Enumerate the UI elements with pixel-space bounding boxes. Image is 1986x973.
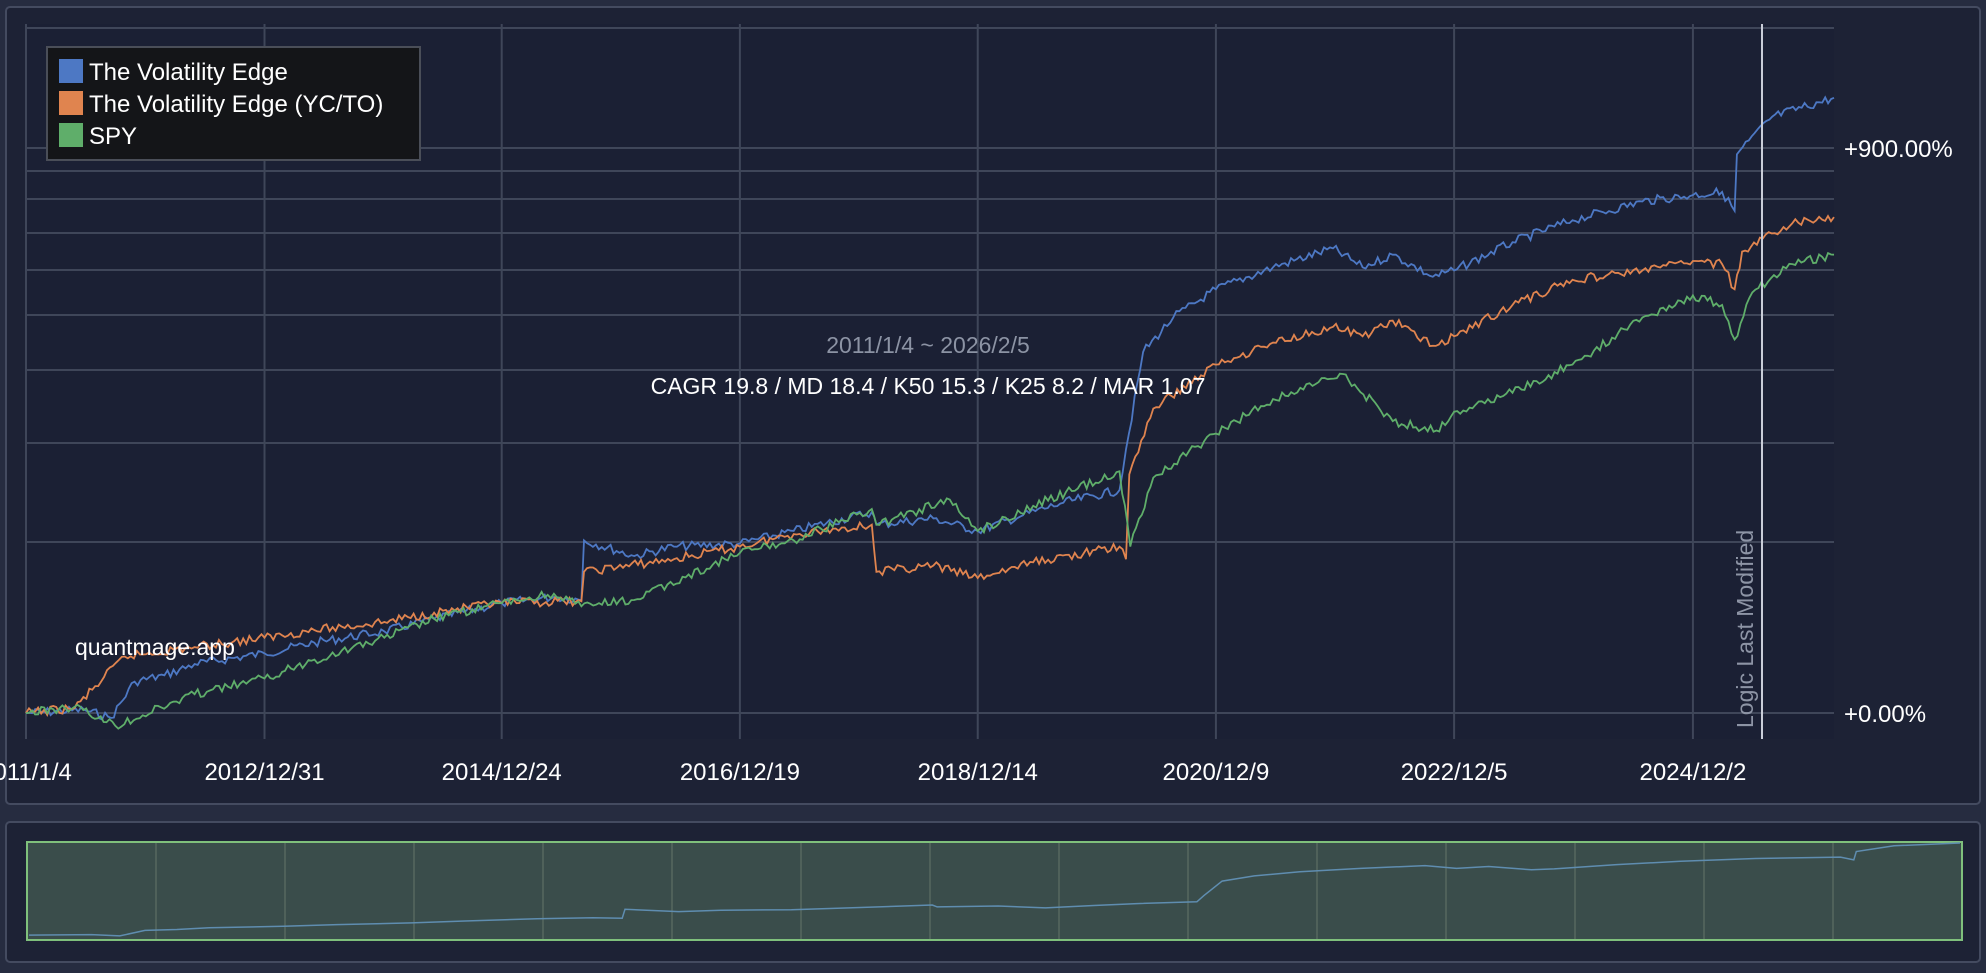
x-tick-label: 2016/12/19 [680,759,800,786]
date-range-label: 2011/1/4 ~ 2026/2/5 [826,332,1030,358]
legend-swatch [59,91,83,115]
logic-marker-label: Logic Last Modified [1732,530,1758,728]
legend-box [46,46,421,161]
stats-label: CAGR 19.8 / MD 18.4 / K50 15.3 / K25 8.2… [651,373,1206,399]
x-tick-label: 2011/1/4 [0,759,72,786]
legend-label: SPY [89,123,137,150]
legend-label: The Volatility Edge [89,59,288,86]
navigator-line [28,842,1961,937]
series-line-2 [25,251,1835,730]
watermark: quantmage.app [75,634,235,660]
x-tick-label: 2020/12/9 [1163,759,1270,786]
legend: The Volatility Edge The Volatility Edge (… [46,46,421,161]
series-line-0 [25,95,1835,721]
y-axis: +0.00% +900.00% [1844,136,1953,728]
navigator-grid [155,843,1834,939]
y-tick-label: +0.00% [1844,701,1926,728]
legend-swatch [59,59,83,83]
y-tick-label: +900.00% [1844,136,1953,163]
series-layer [25,95,1835,730]
legend-swatch [59,123,83,147]
x-tick-label: 2014/12/24 [442,759,562,786]
x-tick-label: 2022/12/5 [1401,759,1508,786]
series-line-1 [25,214,1835,718]
logic-marker: Logic Last Modified [1732,24,1763,739]
x-tick-label: 2024/12/2 [1640,759,1747,786]
legend-label: The Volatility Edge (YC/TO) [89,91,383,118]
grid [25,24,1834,739]
x-tick-label: 2018/12/14 [918,759,1038,786]
x-axis: 2011/1/4 2012/12/31 2014/12/24 2016/12/19 20… [0,759,1746,786]
x-tick-label: 2012/12/31 [204,759,324,786]
